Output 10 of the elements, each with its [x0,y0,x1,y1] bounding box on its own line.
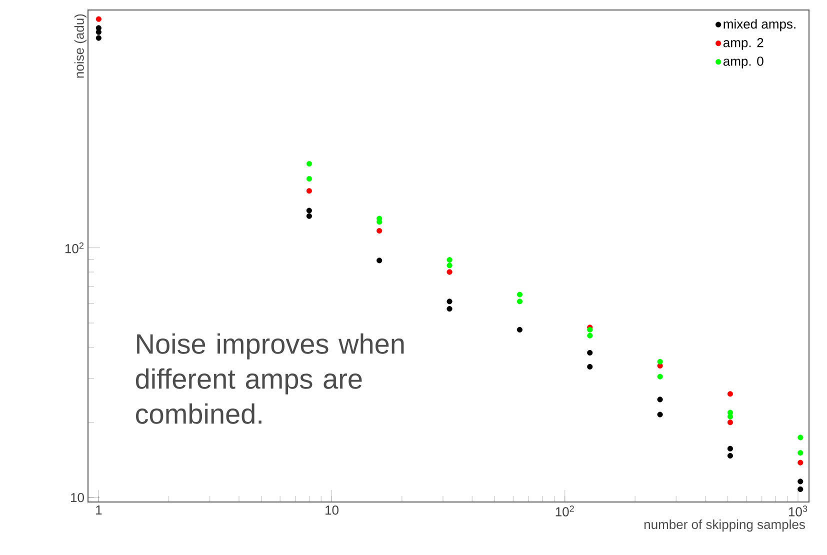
legend-label: amp. 0 [723,56,764,68]
legend-label: amp. 2 [723,38,764,50]
x-tick-label: 10$^{3}$ [788,506,808,516]
x-tick-label: 10 [326,506,339,515]
y-axis-title: noise (adu) [74,14,86,78]
x-tick-label: 1 [96,506,102,514]
legend-label: mixed amps. [724,19,796,32]
annotation: Noise improves when different amps are combined. [136,333,404,424]
x-axis-title: number of skipping samples [644,520,805,532]
x-tick-label: 10$^{2}$ [556,506,574,516]
